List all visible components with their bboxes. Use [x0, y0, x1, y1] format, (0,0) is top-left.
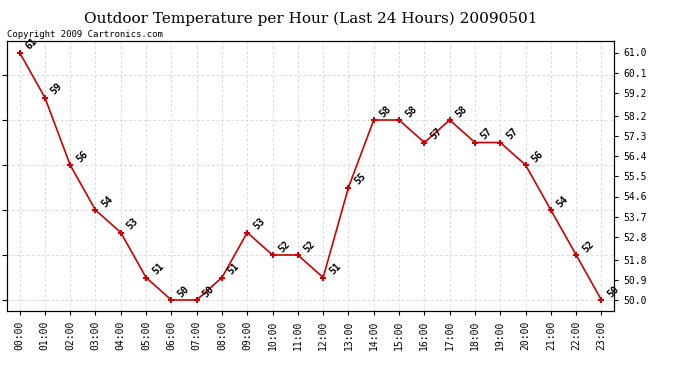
Text: 50: 50 — [175, 284, 191, 299]
Text: 53: 53 — [125, 216, 140, 232]
Text: 58: 58 — [378, 104, 393, 119]
Text: 53: 53 — [251, 216, 267, 232]
Text: 57: 57 — [428, 126, 444, 142]
Text: 50: 50 — [606, 284, 621, 299]
Text: 55: 55 — [353, 171, 368, 187]
Text: 59: 59 — [49, 81, 64, 97]
Text: 52: 52 — [277, 239, 292, 254]
Text: Outdoor Temperature per Hour (Last 24 Hours) 20090501: Outdoor Temperature per Hour (Last 24 Ho… — [83, 11, 538, 26]
Text: 51: 51 — [226, 261, 242, 277]
Text: 57: 57 — [504, 126, 520, 142]
Text: 61: 61 — [23, 36, 39, 52]
Text: 52: 52 — [580, 239, 595, 254]
Text: 51: 51 — [150, 261, 166, 277]
Text: 58: 58 — [454, 104, 469, 119]
Text: 57: 57 — [479, 126, 495, 142]
Text: 50: 50 — [201, 284, 216, 299]
Text: Copyright 2009 Cartronics.com: Copyright 2009 Cartronics.com — [7, 30, 163, 39]
Text: 56: 56 — [530, 149, 545, 164]
Text: 52: 52 — [302, 239, 317, 254]
Text: 58: 58 — [403, 104, 419, 119]
Text: 51: 51 — [327, 261, 343, 277]
Text: 54: 54 — [555, 194, 571, 209]
Text: 56: 56 — [75, 149, 90, 164]
Text: 54: 54 — [99, 194, 115, 209]
